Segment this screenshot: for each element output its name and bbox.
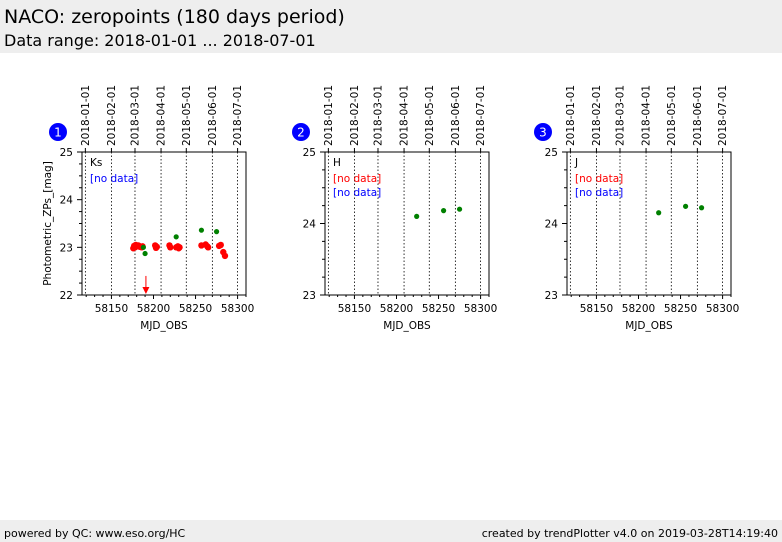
chart-panel-3: 2018-01-01 2018-02-01 2018-03-01 2018-04-01… [534,85,739,332]
date-tick-label: 2018-06-01 [692,85,704,146]
y-tick-label: 24 [60,195,74,207]
y-tick-label: 25 [545,147,558,159]
data-point-good [440,208,447,214]
date-tick-label: 2018-01-01 [565,85,577,146]
data-point-flagged [153,243,161,251]
date-tick-label: 2018-07-01 [717,85,729,146]
y-tick-label: 23 [60,242,73,254]
date-tick-label: 2018-04-01 [399,85,411,146]
date-tick-label: 2018-05-01 [181,85,193,146]
band-label: H [333,157,341,169]
panel-number-label: 1 [54,126,62,140]
no-data-label: [no data] [333,173,381,185]
x-tick-label: 58250 [422,303,455,315]
charts-area: 2018-01-01 2018-02-01 2018-03-01 2018-04-01… [42,85,739,332]
x-tick-label: 58150 [580,303,613,315]
chart-panel-2: 2018-01-01 2018-02-01 2018-03-01 2018-04-01… [292,85,497,332]
panel-number-badge [49,123,67,141]
data-point-good [173,234,179,240]
header-bar: NACO: zeropoints (180 days period) Data … [0,0,782,53]
chart-panel-1: 2018-01-01 2018-02-01 2018-03-01 2018-04-01… [42,85,254,332]
date-tick-label: 2018-05-01 [424,85,436,146]
page-title: NACO: zeropoints (180 days period) [4,6,345,28]
date-tick-label: 2018-07-01 [232,85,244,146]
outlier-arrow-head [142,287,150,294]
data-point-good [456,206,463,212]
date-tick-label: 2018-03-01 [614,85,626,146]
y-tick-label: 25 [60,147,73,159]
x-tick-label: 58200 [380,303,413,315]
data-point-good [656,210,662,216]
footer-bar: powered by QC: www.eso.org/HC created by… [0,520,782,542]
data-point-flagged [176,244,183,251]
y-tick-label: 24 [303,219,317,231]
data-point-good [140,244,146,250]
data-point-good [213,229,220,235]
y-tick-label: 23 [545,290,558,302]
data-point-good [198,227,205,233]
y-tick-label: 22 [60,290,73,302]
x-tick-label: 58300 [221,303,254,315]
band-label: J [574,157,578,169]
data-point-flagged [204,244,212,251]
footer-powered-by: powered by QC: www.eso.org/HC [4,527,186,540]
y-tick-label: 23 [303,290,316,302]
date-tick-label: 2018-07-01 [475,85,487,146]
date-tick-label: 2018-06-01 [207,85,219,146]
y-tick-label: 24 [545,219,559,231]
data-point-flagged [167,244,174,251]
x-tick-label: 58300 [464,303,497,315]
data-range-subtitle: Data range: 2018-01-01 ... 2018-07-01 [4,31,316,50]
data-point-flagged [221,252,229,260]
date-tick-label: 2018-03-01 [372,85,384,146]
panel-number-badge [534,123,552,141]
panel-number-label: 3 [539,126,547,140]
y-tick-label: 25 [303,147,316,159]
date-tick-label: 2018-02-01 [106,85,118,146]
no-data-label: [no data] [575,173,623,185]
x-tick-label: 58200 [137,303,170,315]
data-point-flagged [217,241,224,249]
date-tick-label: 2018-02-01 [591,85,603,146]
x-tick-label: 58150 [338,303,371,315]
date-tick-label: 2018-06-01 [450,85,462,146]
y-axis-label: Photometric_ZPs_[mag] [42,161,54,286]
x-tick-label: 58150 [95,303,128,315]
date-tick-label: 2018-05-01 [666,85,678,146]
x-tick-label: 58250 [179,303,212,315]
date-tick-label: 2018-01-01 [80,85,92,146]
x-tick-label: 58200 [622,303,655,315]
data-point-good [698,205,705,211]
date-tick-label: 2018-02-01 [349,85,361,146]
no-data-label: [no data] [333,187,381,199]
date-tick-label: 2018-04-01 [641,85,653,146]
data-point-good [414,213,420,219]
x-axis-label: MJD_OBS [140,320,188,332]
no-data-label: [no data] [575,187,623,199]
x-tick-label: 58250 [664,303,697,315]
date-tick-label: 2018-01-01 [323,85,335,146]
data-point-good [682,203,689,209]
x-axis-label: MJD_OBS [625,320,673,332]
x-axis-label: MJD_OBS [383,320,431,332]
no-data-label: [no data] [90,173,138,185]
panel-number-label: 2 [297,126,305,140]
panel-number-badge [292,123,310,141]
band-label: Ks [90,157,102,169]
footer-created-by: created by trendPlotter v4.0 on 2019-03-… [481,527,778,540]
data-point-good [142,250,148,257]
date-tick-label: 2018-03-01 [129,85,141,146]
date-tick-label: 2018-04-01 [156,85,168,146]
x-tick-label: 58300 [706,303,739,315]
